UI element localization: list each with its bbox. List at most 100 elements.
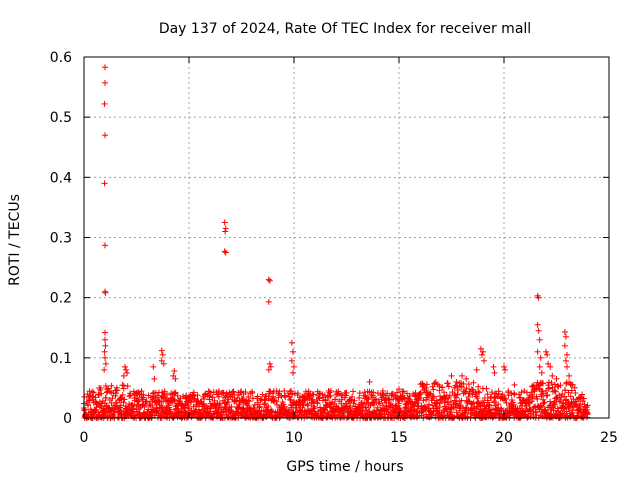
- baseline-marker: [310, 391, 317, 398]
- baseline-marker: [486, 402, 493, 409]
- y-tick-label: 0.3: [50, 231, 72, 247]
- data-point-marker: [568, 381, 575, 388]
- baseline-marker: [98, 390, 105, 397]
- data-point-marker: [545, 360, 552, 367]
- baseline-marker: [230, 388, 237, 395]
- baseline-marker: [261, 396, 268, 403]
- baseline-marker: [281, 387, 288, 394]
- baseline-marker: [454, 391, 461, 398]
- data-point-marker: [289, 348, 296, 355]
- baseline-marker: [112, 392, 119, 399]
- data-point-marker: [124, 369, 131, 376]
- baseline-marker: [242, 389, 249, 396]
- baseline-marker: [311, 404, 318, 411]
- data-point-marker: [221, 219, 228, 226]
- baseline-marker: [562, 404, 569, 411]
- data-point-marker: [478, 351, 485, 358]
- data-point-marker: [288, 339, 295, 346]
- baseline-marker: [209, 394, 216, 401]
- baseline-marker: [458, 397, 465, 404]
- data-point-marker: [222, 249, 229, 256]
- baseline-marker: [221, 394, 228, 401]
- baseline-marker: [265, 406, 272, 413]
- data-point-marker: [102, 64, 108, 71]
- baseline-marker: [269, 393, 276, 400]
- baseline-marker: [503, 399, 510, 406]
- data-point-marker: [222, 225, 229, 232]
- baseline-marker: [399, 388, 406, 395]
- data-point-marker: [222, 228, 229, 235]
- baseline-marker: [534, 395, 541, 402]
- data-point-marker: [366, 378, 373, 385]
- baseline-marker: [121, 396, 128, 403]
- baseline-marker: [414, 413, 421, 420]
- data-point-marker: [101, 348, 108, 355]
- x-tick-label: 15: [390, 430, 408, 446]
- baseline-marker: [273, 398, 280, 405]
- baseline-marker: [499, 391, 506, 398]
- baseline-marker: [508, 390, 515, 397]
- baseline-marker: [254, 393, 261, 400]
- data-point-marker: [534, 321, 541, 328]
- data-point-marker: [102, 329, 108, 336]
- x-axis-label: GPS time / hours: [286, 459, 403, 475]
- data-point-marker: [544, 351, 551, 358]
- baseline-marker: [488, 389, 495, 396]
- baseline-marker: [351, 397, 358, 404]
- baseline-marker: [538, 393, 545, 400]
- baseline-marker: [190, 389, 197, 396]
- baseline-marker: [442, 395, 449, 402]
- baseline-marker: [224, 399, 231, 406]
- data-point-marker: [102, 289, 109, 296]
- baseline-marker: [540, 380, 547, 387]
- baseline-marker: [551, 381, 558, 388]
- baseline-marker: [562, 387, 569, 394]
- baseline-marker: [479, 408, 486, 415]
- data-point-marker: [564, 363, 570, 370]
- y-tick-label: 0.1: [50, 351, 72, 367]
- baseline-marker: [501, 395, 508, 402]
- baseline-marker: [120, 399, 127, 406]
- data-point-marker: [123, 366, 129, 373]
- data-point-marker: [547, 363, 554, 370]
- baseline-marker: [438, 384, 445, 391]
- baseline-marker: [528, 398, 535, 405]
- baseline-marker: [379, 387, 386, 394]
- data-point-marker: [562, 357, 569, 364]
- data-point-marker: [534, 348, 541, 355]
- baseline-marker: [531, 388, 538, 395]
- data-point-marker: [491, 369, 498, 376]
- y-tick-label: 0: [63, 411, 72, 427]
- data-point-marker: [102, 336, 108, 343]
- grid-lines: [84, 57, 609, 418]
- baseline-marker: [554, 382, 561, 389]
- data-point-marker: [120, 372, 127, 379]
- baseline-marker: [349, 393, 356, 400]
- baseline-marker: [400, 394, 407, 401]
- baseline-marker: [560, 405, 567, 412]
- baseline-marker: [446, 392, 453, 399]
- data-point-marker: [102, 342, 109, 349]
- baseline-marker: [164, 391, 171, 398]
- data-point-marker: [170, 372, 177, 379]
- baseline-marker: [217, 404, 224, 411]
- baseline-marker: [246, 398, 253, 405]
- baseline-marker: [370, 401, 377, 408]
- data-point-marker: [459, 372, 465, 379]
- data-point-marker: [537, 354, 544, 361]
- baseline-marker: [269, 408, 276, 415]
- baseline-marker: [244, 402, 251, 409]
- baseline-marker: [167, 408, 174, 415]
- baseline-marker: [98, 400, 105, 407]
- baseline-marker: [557, 382, 564, 389]
- baseline-marker: [310, 405, 317, 412]
- baseline-marker: [256, 404, 263, 411]
- baseline-marker: [113, 384, 120, 391]
- data-point-marker: [288, 357, 295, 364]
- baseline-marker: [304, 402, 311, 409]
- data-point-marker: [102, 79, 108, 86]
- baseline-marker: [546, 385, 553, 392]
- baseline-marker: [529, 395, 536, 402]
- baseline-marker: [319, 391, 326, 398]
